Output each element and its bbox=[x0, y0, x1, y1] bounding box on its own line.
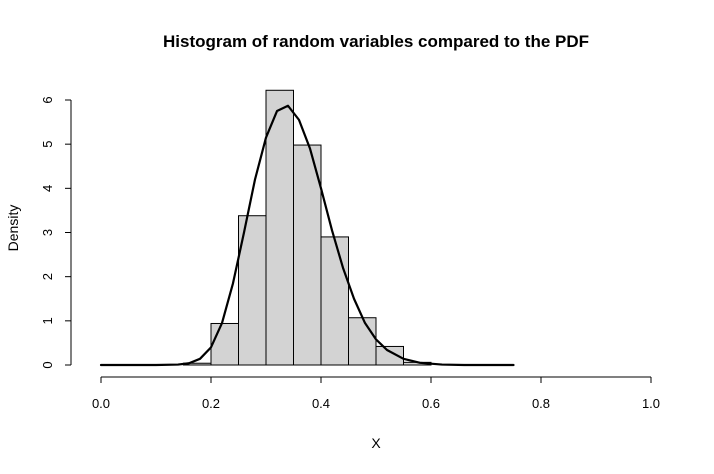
histogram-bar-7 bbox=[348, 317, 377, 366]
y-tick-label: 3 bbox=[40, 229, 55, 236]
histogram-bar-4 bbox=[265, 89, 294, 366]
chart-title: Histogram of random variables compared t… bbox=[163, 32, 589, 51]
x-tick-label: 1.0 bbox=[642, 396, 660, 411]
x-tick-label: 0.6 bbox=[422, 396, 440, 411]
y-tick-label: 0 bbox=[40, 361, 55, 368]
x-tick-label: 0.4 bbox=[312, 396, 330, 411]
y-axis-label: Density bbox=[5, 205, 21, 252]
histogram-bar-6 bbox=[320, 236, 349, 366]
y-tick-label: 1 bbox=[40, 317, 55, 324]
y-tick-label: 2 bbox=[40, 273, 55, 280]
y-tick-label: 5 bbox=[40, 141, 55, 148]
x-tick-label: 0.2 bbox=[202, 396, 220, 411]
x-axis-label: X bbox=[371, 435, 381, 451]
y-tick-label: 4 bbox=[40, 185, 55, 192]
y-tick-label: 6 bbox=[40, 96, 55, 103]
histogram-bar-5 bbox=[293, 144, 322, 366]
histogram-bar-2 bbox=[210, 322, 239, 366]
x-axis: 0.0 0.2 0.4 0.6 0.8 1.0 bbox=[92, 376, 660, 411]
pdf-curve bbox=[99, 104, 515, 367]
x-tick-label: 0.0 bbox=[92, 396, 110, 411]
histogram-bar-8 bbox=[375, 345, 404, 366]
x-tick-label: 0.8 bbox=[532, 396, 550, 411]
y-axis: 0 1 2 3 4 5 6 bbox=[40, 96, 72, 369]
